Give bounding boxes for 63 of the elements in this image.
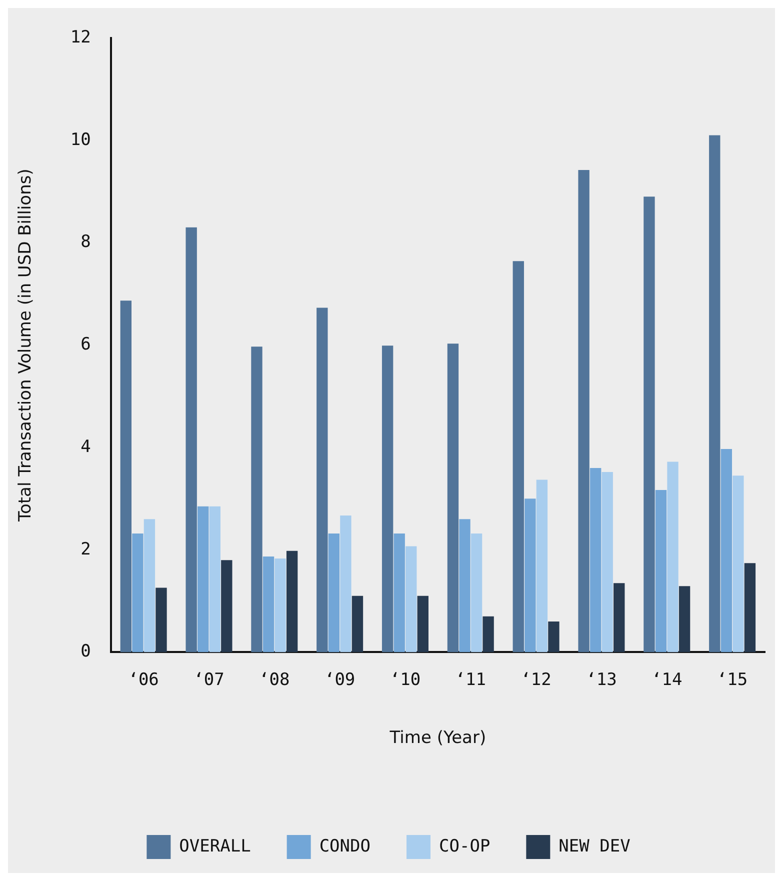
bar [470, 533, 482, 652]
x-tick-label: ‘08 [259, 670, 290, 690]
bar [251, 346, 262, 652]
y-tick-label: 2 [80, 539, 91, 560]
bar [394, 533, 405, 652]
x-tick-label: ‘13 [586, 670, 617, 690]
bar [274, 558, 286, 652]
bar [316, 308, 328, 652]
y-tick-label: 12 [70, 27, 91, 48]
legend-label: CONDO [319, 836, 371, 856]
bar [417, 596, 428, 652]
y-axis-title: Total Transaction Volume (in USD Billions) [16, 168, 36, 523]
bar [536, 480, 548, 652]
bar [602, 472, 613, 652]
bar [720, 449, 732, 652]
bar [352, 596, 364, 652]
bar [209, 506, 220, 652]
x-tick-label: ‘11 [455, 670, 486, 690]
bar [512, 261, 524, 652]
bar [667, 462, 678, 652]
x-tick-label: ‘06 [128, 670, 159, 690]
bar [578, 170, 590, 652]
bar [744, 563, 756, 652]
bar [709, 135, 720, 652]
x-tick-label: ‘15 [716, 670, 748, 690]
bar [198, 506, 209, 652]
y-tick-label: 8 [80, 232, 91, 252]
bar [328, 533, 340, 652]
x-tick-label: ‘10 [390, 670, 421, 690]
y-tick-label: 0 [80, 642, 91, 662]
bar [156, 588, 167, 652]
bar [614, 583, 625, 652]
x-tick-label: ‘09 [324, 670, 356, 690]
bar [186, 227, 197, 652]
bar [340, 516, 352, 652]
bar [482, 616, 494, 652]
bar [644, 196, 655, 652]
bar [655, 490, 667, 652]
bar [590, 468, 602, 652]
bar [459, 519, 470, 652]
bar [678, 586, 690, 652]
bar [120, 300, 132, 652]
bar [262, 556, 274, 652]
bar [524, 498, 536, 652]
bar [548, 621, 560, 652]
bar [144, 519, 156, 652]
bar [286, 550, 298, 652]
bar [447, 344, 459, 652]
bar [132, 533, 144, 652]
x-tick-label: ‘07 [194, 670, 224, 690]
bar [221, 560, 232, 652]
bar [732, 476, 744, 652]
bar [406, 546, 417, 652]
y-tick-label: 4 [80, 436, 91, 457]
legend-label: OVERALL [179, 836, 251, 856]
bar [382, 346, 394, 652]
x-tick-label: ‘14 [652, 670, 682, 690]
y-tick-label: 6 [80, 334, 91, 355]
legend-label: CO-OP [439, 836, 490, 856]
x-tick-label: ‘12 [520, 670, 552, 690]
x-axis-title: Time (Year) [388, 728, 486, 748]
y-tick-label: 10 [70, 130, 91, 150]
legend-label: NEW DEV [558, 836, 630, 856]
